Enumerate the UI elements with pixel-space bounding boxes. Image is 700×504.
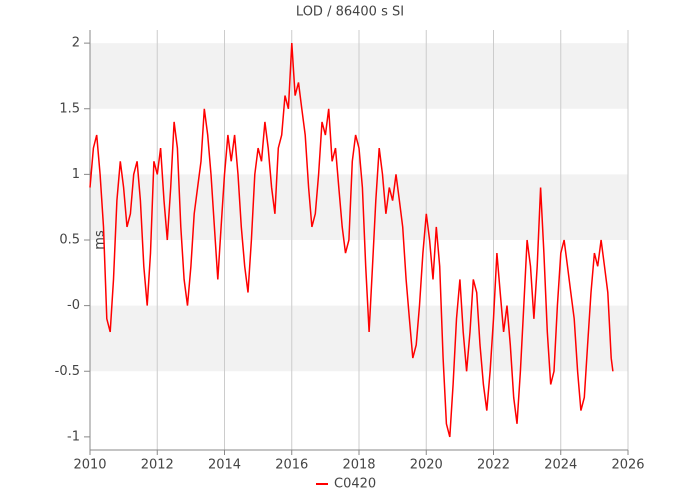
y-axis-label: ms bbox=[93, 230, 108, 250]
x-tick-label: 2026 bbox=[611, 458, 644, 473]
chart-title: LOD / 86400 s SI bbox=[296, 5, 404, 20]
y-tick-label: -0.5 bbox=[55, 364, 80, 379]
x-tick-label: 2014 bbox=[208, 458, 241, 473]
x-tick-label: 2024 bbox=[544, 458, 577, 473]
y-tick-label: 2 bbox=[72, 36, 80, 51]
x-tick-label: 2012 bbox=[141, 458, 174, 473]
x-tick-label: 2010 bbox=[73, 458, 106, 473]
y-tick-label: 0.5 bbox=[59, 233, 80, 248]
y-tick-label: -1 bbox=[67, 429, 80, 444]
x-tick-label: 2018 bbox=[342, 458, 375, 473]
data-line bbox=[89, 43, 614, 438]
x-tick-label: 2020 bbox=[410, 458, 443, 473]
y-tick-label: -0 bbox=[67, 298, 80, 313]
legend-label: C0420 bbox=[334, 477, 376, 492]
x-tick-label: 2022 bbox=[477, 458, 510, 473]
y-tick-label: 1.5 bbox=[59, 101, 80, 116]
y-tick-label: 1 bbox=[72, 167, 80, 182]
x-tick-label: 2016 bbox=[275, 458, 308, 473]
